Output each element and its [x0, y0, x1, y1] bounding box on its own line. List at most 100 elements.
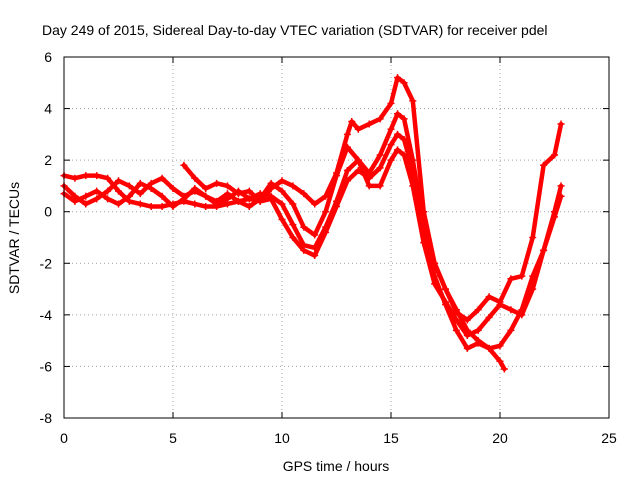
data-point: [93, 187, 101, 195]
x-tick-label: 20: [492, 430, 508, 446]
data-point: [71, 197, 79, 205]
data-point: [300, 190, 308, 198]
data-point: [354, 156, 362, 164]
data-point: [322, 228, 330, 236]
data-point: [463, 331, 471, 339]
data-point: [322, 192, 330, 200]
data-point: [202, 192, 210, 200]
data-point: [82, 200, 90, 208]
data-point: [213, 179, 221, 187]
data-point: [115, 200, 122, 208]
data-point: [169, 185, 177, 193]
data-point: [322, 208, 330, 216]
y-tick-label: -8: [40, 410, 53, 426]
data-point: [394, 130, 402, 138]
data-point: [394, 74, 402, 82]
data-point: [71, 174, 79, 182]
data-point: [125, 182, 133, 190]
data-point: [452, 308, 460, 316]
y-tick-label: -2: [40, 255, 53, 271]
y-tick-label: 0: [44, 204, 52, 220]
x-tick-label: 5: [169, 430, 177, 446]
x-tick-label: 10: [274, 430, 290, 446]
data-point: [452, 326, 460, 334]
data-point: [93, 172, 101, 180]
data-point: [191, 185, 199, 193]
data-point: [82, 172, 90, 180]
data-point: [267, 185, 275, 193]
y-tick-label: 4: [44, 101, 52, 117]
data-point: [224, 182, 231, 190]
data-point: [136, 190, 144, 198]
data-point: [507, 326, 515, 334]
series-line: [61, 145, 564, 338]
plot-frame: [63, 56, 610, 419]
data-point: [474, 339, 482, 347]
data-point: [500, 365, 508, 373]
data-point: [409, 182, 417, 190]
data-point: [311, 231, 319, 239]
series-track-2: [60, 130, 508, 373]
data-point: [431, 259, 439, 267]
data-point: [191, 200, 199, 208]
data-point: [474, 326, 482, 334]
data-point: [147, 203, 155, 211]
data-point: [400, 151, 408, 159]
data-point: [452, 316, 460, 324]
data-point: [348, 117, 356, 125]
data-point: [365, 120, 373, 128]
data-point: [409, 97, 417, 105]
data-point: [104, 195, 112, 203]
data-point: [158, 203, 166, 211]
data-point: [104, 174, 112, 182]
data-point: [104, 187, 112, 195]
data-point: [180, 195, 188, 203]
data-point: [278, 200, 286, 208]
data-point: [485, 293, 493, 301]
y-axis-label: SDTVAR / TECUs: [6, 182, 22, 294]
x-tick-labels: 0 5 10 15 20 25: [60, 430, 617, 446]
data-point: [529, 285, 537, 293]
series-line: [61, 132, 507, 372]
data-point: [278, 215, 286, 223]
series-line: [181, 75, 564, 323]
data-point: [394, 110, 402, 118]
data-point: [82, 192, 90, 200]
data-point: [93, 195, 101, 203]
data-point: [518, 272, 526, 280]
data-point: [387, 156, 395, 164]
data-point: [507, 275, 515, 283]
data-point: [169, 203, 177, 211]
data-point: [136, 200, 144, 208]
y-tick-label: -4: [40, 307, 53, 323]
data-point: [376, 151, 384, 159]
data-point: [400, 79, 408, 87]
data-point: [354, 125, 362, 133]
y-tick-label: 2: [44, 152, 52, 168]
series-track-4: [180, 74, 565, 324]
data-point: [191, 174, 199, 182]
data-point: [224, 190, 231, 198]
data-point: [529, 234, 537, 241]
grid-lines: [64, 57, 609, 418]
data-point: [136, 179, 144, 187]
data-point: [463, 316, 471, 324]
data-point: [394, 146, 402, 154]
data-point: [256, 197, 264, 205]
data-point: [202, 185, 210, 193]
data-point: [463, 344, 471, 352]
chart-title: Day 249 of 2015, Sidereal Day-to-day VTE…: [42, 22, 548, 38]
data-point: [540, 246, 548, 254]
data-point: [557, 192, 565, 200]
data-point: [278, 187, 286, 195]
data-point: [400, 115, 408, 123]
data-point: [431, 280, 439, 288]
data-point: [507, 306, 515, 314]
data-point: [557, 120, 565, 128]
data-point: [420, 239, 428, 247]
series-track-3: [60, 143, 565, 339]
data-point: [442, 298, 449, 306]
data-point: [376, 182, 384, 190]
data-point: [278, 177, 286, 185]
data-point: [485, 313, 493, 321]
